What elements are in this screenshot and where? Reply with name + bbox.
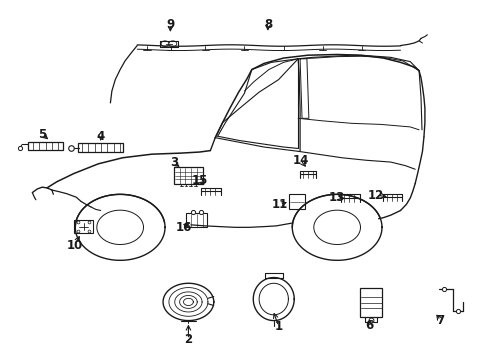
Circle shape — [168, 41, 176, 46]
Circle shape — [161, 41, 168, 46]
Text: 15: 15 — [191, 174, 207, 186]
Text: 3: 3 — [169, 156, 178, 169]
FancyBboxPatch shape — [186, 213, 206, 227]
Text: 16: 16 — [175, 221, 191, 234]
Text: 11: 11 — [271, 198, 287, 211]
Text: 10: 10 — [66, 239, 83, 252]
FancyBboxPatch shape — [74, 220, 93, 233]
Text: 13: 13 — [328, 191, 345, 204]
FancyBboxPatch shape — [359, 288, 382, 318]
Text: 4: 4 — [96, 130, 104, 143]
Text: 14: 14 — [292, 154, 308, 167]
FancyBboxPatch shape — [28, 142, 63, 150]
Text: 1: 1 — [274, 320, 282, 333]
Text: 9: 9 — [166, 18, 174, 31]
Text: 2: 2 — [184, 333, 192, 346]
Text: 8: 8 — [263, 18, 271, 31]
Text: 5: 5 — [38, 127, 46, 141]
Text: 12: 12 — [367, 189, 384, 202]
Text: 6: 6 — [365, 319, 373, 332]
FancyBboxPatch shape — [289, 194, 305, 209]
FancyBboxPatch shape — [174, 167, 202, 184]
Text: 7: 7 — [436, 314, 444, 327]
FancyBboxPatch shape — [78, 143, 123, 152]
